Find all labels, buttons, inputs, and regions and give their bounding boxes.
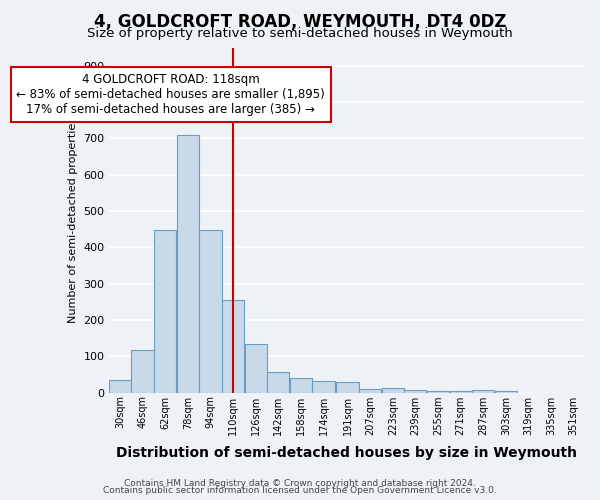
- Bar: [109, 380, 131, 392]
- Y-axis label: Number of semi-detached properties: Number of semi-detached properties: [68, 117, 78, 323]
- Bar: [337, 382, 359, 392]
- Bar: [154, 230, 176, 392]
- Bar: [313, 380, 335, 392]
- Bar: [245, 344, 267, 392]
- Bar: [290, 378, 312, 392]
- Bar: [449, 391, 472, 392]
- Bar: [382, 388, 404, 392]
- Text: 4, GOLDCROFT ROAD, WEYMOUTH, DT4 0DZ: 4, GOLDCROFT ROAD, WEYMOUTH, DT4 0DZ: [94, 12, 506, 30]
- Bar: [267, 372, 289, 392]
- Bar: [404, 390, 427, 392]
- Bar: [359, 389, 381, 392]
- Text: Contains public sector information licensed under the Open Government Licence v3: Contains public sector information licen…: [103, 486, 497, 495]
- Bar: [495, 391, 517, 392]
- Text: Contains HM Land Registry data © Crown copyright and database right 2024.: Contains HM Land Registry data © Crown c…: [124, 478, 476, 488]
- Bar: [177, 134, 199, 392]
- Bar: [131, 350, 154, 393]
- Text: Size of property relative to semi-detached houses in Weymouth: Size of property relative to semi-detach…: [87, 28, 513, 40]
- X-axis label: Distribution of semi-detached houses by size in Weymouth: Distribution of semi-detached houses by …: [116, 446, 577, 460]
- Bar: [472, 390, 494, 392]
- Bar: [199, 230, 221, 392]
- Bar: [427, 391, 449, 392]
- Bar: [222, 300, 244, 392]
- Text: 4 GOLDCROFT ROAD: 118sqm
← 83% of semi-detached houses are smaller (1,895)
17% o: 4 GOLDCROFT ROAD: 118sqm ← 83% of semi-d…: [16, 73, 325, 116]
